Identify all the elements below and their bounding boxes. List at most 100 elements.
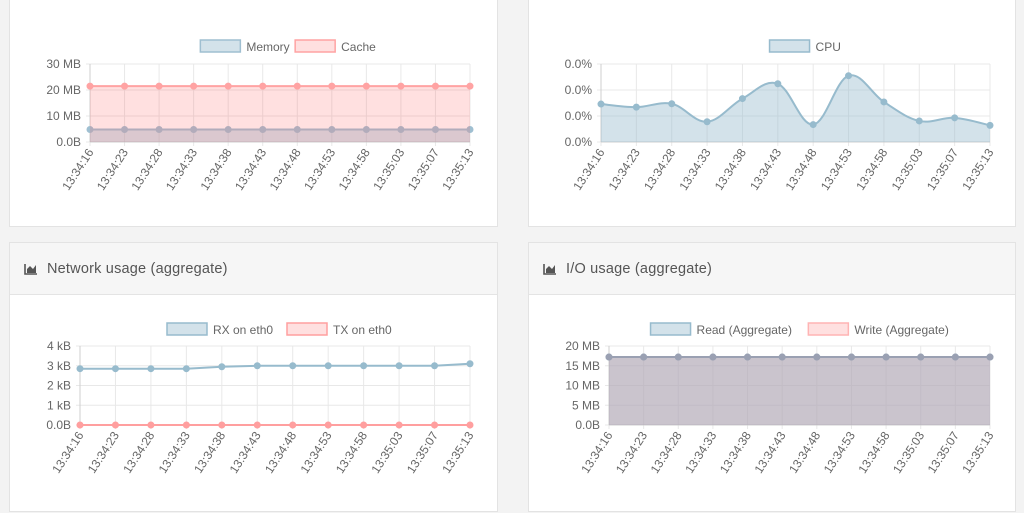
legend-swatch[interactable]	[286, 322, 328, 336]
data-point[interactable]	[395, 421, 403, 429]
data-point[interactable]	[111, 421, 119, 429]
data-point[interactable]	[182, 421, 190, 429]
x-tick-label: 13:34:58	[333, 429, 370, 476]
x-tick-label: 13:35:03	[370, 146, 407, 193]
data-point[interactable]	[466, 360, 474, 368]
legend-swatch[interactable]	[768, 39, 811, 53]
data-point[interactable]	[744, 353, 752, 361]
x-tick-label: 13:35:03	[890, 429, 927, 476]
data-point[interactable]	[147, 365, 155, 373]
legend-swatch[interactable]	[294, 39, 336, 53]
data-point[interactable]	[632, 103, 640, 111]
data-point[interactable]	[951, 353, 959, 361]
data-point[interactable]	[951, 114, 959, 122]
y-tick-label: 0.0B	[575, 418, 600, 432]
data-point[interactable]	[182, 365, 190, 373]
data-point[interactable]	[882, 353, 890, 361]
data-point[interactable]	[76, 365, 84, 373]
data-point[interactable]	[147, 421, 155, 429]
legend-swatch[interactable]	[199, 39, 242, 53]
series-write-aggregate	[605, 353, 994, 425]
data-point[interactable]	[738, 95, 746, 103]
data-point[interactable]	[880, 98, 888, 106]
data-point[interactable]	[362, 82, 370, 90]
data-point[interactable]	[778, 353, 786, 361]
data-point[interactable]	[324, 421, 332, 429]
data-point[interactable]	[360, 362, 368, 370]
y-tick-label: 10 MB	[46, 109, 81, 123]
data-point[interactable]	[111, 365, 119, 373]
data-point[interactable]	[224, 82, 232, 90]
legend-label[interactable]: Read (Aggregate)	[697, 323, 792, 337]
data-point[interactable]	[218, 421, 226, 429]
data-point[interactable]	[845, 72, 853, 80]
data-point[interactable]	[155, 126, 163, 134]
data-point[interactable]	[640, 353, 648, 361]
data-point[interactable]	[915, 117, 923, 125]
data-point[interactable]	[605, 353, 613, 361]
legend-label[interactable]: RX on eth0	[213, 323, 273, 337]
legend-label[interactable]: TX on eth0	[333, 323, 392, 337]
data-point[interactable]	[774, 80, 782, 88]
data-point[interactable]	[466, 421, 474, 429]
data-point[interactable]	[709, 353, 717, 361]
y-tick-label: 0.0%	[565, 57, 593, 71]
data-point[interactable]	[397, 126, 405, 134]
data-point[interactable]	[218, 363, 226, 371]
data-point[interactable]	[289, 362, 297, 370]
series-line	[80, 362, 471, 370]
data-point[interactable]	[293, 126, 301, 134]
data-point[interactable]	[259, 82, 267, 90]
legend-label[interactable]: Memory	[246, 40, 289, 54]
data-point[interactable]	[917, 353, 925, 361]
data-point[interactable]	[224, 126, 232, 134]
data-point[interactable]	[155, 82, 163, 90]
data-point[interactable]	[259, 126, 267, 134]
data-point[interactable]	[597, 100, 605, 108]
x-tick-label: 13:34:43	[232, 146, 269, 193]
data-point[interactable]	[986, 353, 994, 361]
data-point[interactable]	[253, 362, 261, 370]
data-point[interactable]	[293, 82, 301, 90]
x-tick-label: 13:35:13	[959, 146, 996, 193]
legend-label[interactable]: Write (Aggregate)	[854, 323, 948, 337]
legend-swatch[interactable]	[166, 322, 208, 336]
y-tick-label: 4 kB	[47, 339, 71, 353]
data-point[interactable]	[328, 82, 336, 90]
data-point[interactable]	[397, 82, 405, 90]
data-point[interactable]	[466, 126, 474, 134]
data-point[interactable]	[253, 421, 261, 429]
data-point[interactable]	[668, 100, 676, 108]
data-point[interactable]	[76, 421, 84, 429]
data-point[interactable]	[328, 126, 336, 134]
data-point[interactable]	[86, 126, 94, 134]
legend-label[interactable]: CPU	[816, 40, 841, 54]
data-point[interactable]	[431, 362, 439, 370]
data-point[interactable]	[847, 353, 855, 361]
data-point[interactable]	[362, 126, 370, 134]
legend-swatch[interactable]	[649, 322, 692, 336]
data-point[interactable]	[809, 121, 817, 129]
data-point[interactable]	[431, 421, 439, 429]
data-point[interactable]	[289, 421, 297, 429]
legend-swatch[interactable]	[807, 322, 850, 336]
x-tick-label: 13:35:07	[404, 429, 441, 476]
data-point[interactable]	[86, 82, 94, 90]
data-point[interactable]	[190, 126, 198, 134]
data-point[interactable]	[324, 362, 332, 370]
legend-label[interactable]: Cache	[341, 40, 376, 54]
data-point[interactable]	[190, 82, 198, 90]
data-point[interactable]	[431, 126, 439, 134]
data-point[interactable]	[121, 126, 129, 134]
data-point[interactable]	[703, 118, 711, 126]
y-tick-label: 0.0B	[56, 135, 81, 149]
data-point[interactable]	[466, 82, 474, 90]
data-point[interactable]	[360, 421, 368, 429]
data-point[interactable]	[813, 353, 821, 361]
data-point[interactable]	[395, 362, 403, 370]
data-point[interactable]	[674, 353, 682, 361]
data-point[interactable]	[431, 82, 439, 90]
data-point[interactable]	[121, 82, 129, 90]
x-tick-label: 13:34:16	[59, 146, 96, 193]
data-point[interactable]	[986, 121, 994, 129]
